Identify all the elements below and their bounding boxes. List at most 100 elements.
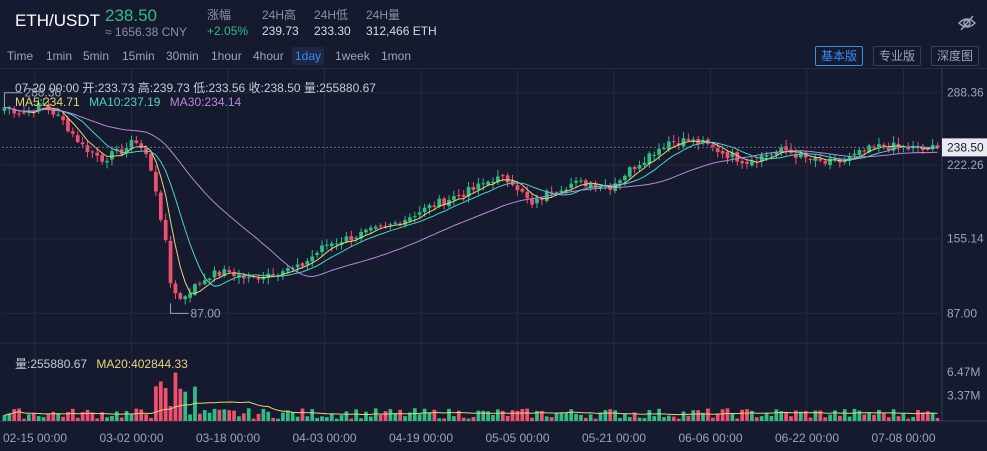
candle-body bbox=[735, 151, 740, 162]
candle-body bbox=[520, 188, 525, 192]
candle-body bbox=[588, 183, 593, 188]
volume-bar bbox=[671, 416, 676, 421]
volume-bar bbox=[100, 412, 105, 421]
volume-bar bbox=[2, 415, 7, 421]
timeframe-1hour[interactable]: 1hour bbox=[211, 49, 242, 63]
volume-tick-label: 6.47M bbox=[947, 365, 980, 379]
timeframe-time[interactable]: Time bbox=[7, 49, 34, 63]
timeframe-15min[interactable]: 15min bbox=[122, 49, 155, 63]
volume-bar bbox=[256, 413, 261, 421]
volume-bar bbox=[12, 409, 17, 421]
volume-bar bbox=[134, 408, 139, 421]
volume-bar bbox=[447, 408, 451, 421]
candle-body bbox=[51, 109, 56, 115]
price-tick-label: 155.14 bbox=[947, 232, 984, 246]
volume-bar bbox=[637, 417, 642, 421]
volume-bar bbox=[632, 412, 637, 421]
timeframe-1week[interactable]: 1week bbox=[335, 49, 370, 63]
candle-body bbox=[70, 131, 75, 134]
candle-body bbox=[886, 147, 891, 150]
volume-bar bbox=[686, 415, 691, 421]
volume-bar bbox=[735, 418, 740, 421]
candle-body bbox=[256, 278, 261, 280]
volume-bar bbox=[579, 414, 583, 421]
volume-bar bbox=[818, 410, 823, 421]
candle-body bbox=[818, 158, 823, 161]
candle-body bbox=[139, 143, 144, 149]
candle-body bbox=[378, 225, 383, 227]
time-tick-label: 04-03 00:00 bbox=[292, 431, 356, 445]
volume-bar bbox=[935, 418, 940, 421]
price-chart[interactable]: 288.36 222.26 155.14 87.00 6.47M 3.37M 02-15 0… bbox=[0, 69, 987, 451]
volume-bar bbox=[740, 409, 744, 421]
volume-bar bbox=[813, 410, 818, 421]
candle-body bbox=[261, 277, 266, 280]
stat-label: 24H高 bbox=[262, 8, 297, 22]
volume-bar bbox=[373, 408, 378, 421]
volume-bar bbox=[921, 412, 925, 421]
volume-bar bbox=[432, 409, 437, 421]
volume-bar bbox=[847, 416, 852, 421]
volume-bar bbox=[461, 417, 466, 421]
candle-body bbox=[456, 195, 461, 197]
volume-bar bbox=[588, 414, 593, 421]
candle-body bbox=[75, 135, 80, 143]
candle-body bbox=[515, 185, 520, 191]
timeframe-1mon[interactable]: 1mon bbox=[381, 49, 412, 63]
candle-body bbox=[300, 263, 305, 266]
eye-off-icon[interactable] bbox=[957, 13, 977, 33]
candle-body bbox=[476, 183, 481, 190]
volume-bar bbox=[725, 408, 730, 421]
ohlc-legend: 07-20 00:00 开:233.73 高:239.73 低:233.56 收… bbox=[15, 81, 376, 95]
ma5-label: MA5:234.71 bbox=[15, 95, 80, 109]
view-depth-button[interactable]: 深度图 bbox=[931, 46, 980, 66]
candle-body bbox=[701, 140, 705, 143]
view-pro-button[interactable]: 专业版 bbox=[873, 46, 922, 66]
candle-body bbox=[154, 171, 158, 192]
volume-bar bbox=[515, 410, 520, 421]
volume-bar bbox=[710, 417, 715, 421]
volume-bar bbox=[85, 409, 90, 421]
volume-bar bbox=[559, 413, 564, 421]
candle-body bbox=[720, 151, 725, 154]
candle-body bbox=[921, 147, 925, 151]
volume-bar bbox=[388, 409, 393, 421]
candle-body bbox=[168, 240, 173, 284]
volume-bar bbox=[90, 412, 95, 421]
timeframe-1day[interactable]: 1day bbox=[292, 47, 325, 65]
volume-bar bbox=[466, 418, 471, 421]
candle-body bbox=[833, 158, 837, 160]
candle-body bbox=[798, 153, 803, 158]
volume-bar bbox=[56, 413, 61, 421]
candle-body bbox=[134, 140, 139, 143]
timeframe-1min[interactable]: 1min bbox=[46, 49, 73, 63]
volume-bar bbox=[730, 413, 735, 421]
ma10-line bbox=[4, 106, 938, 287]
volume-bar bbox=[715, 413, 720, 421]
candle-body bbox=[671, 141, 676, 143]
ma30-label: MA30:234.14 bbox=[169, 95, 242, 109]
chart-toolbar: Time 1min 5min 15min 30min 1hour 4hour 1… bbox=[0, 44, 987, 69]
candle-body bbox=[90, 151, 95, 153]
timeframe-30min[interactable]: 30min bbox=[166, 49, 199, 63]
candle-body bbox=[867, 145, 872, 153]
volume-bar bbox=[525, 408, 530, 421]
volume-bar bbox=[36, 416, 41, 421]
timeframe-4hour[interactable]: 4hour bbox=[253, 49, 284, 63]
timeframe-5min[interactable]: 5min bbox=[83, 49, 110, 63]
volume-bar bbox=[300, 408, 305, 421]
view-basic-button[interactable]: 基本版 bbox=[815, 46, 864, 66]
candle-body bbox=[750, 161, 754, 166]
candle-body bbox=[632, 167, 637, 170]
candle-body bbox=[320, 245, 324, 252]
candle-body bbox=[61, 116, 65, 121]
volume-bar bbox=[535, 410, 539, 421]
time-tick-label: 06-22 00:00 bbox=[775, 431, 839, 445]
volume-bar bbox=[486, 411, 490, 421]
candle-body bbox=[183, 296, 188, 300]
volume-bar bbox=[427, 412, 432, 421]
candle-body bbox=[745, 161, 749, 164]
volume-bar bbox=[881, 413, 886, 421]
trading-pair[interactable]: ETH/USDT bbox=[15, 11, 100, 30]
volume-bar bbox=[608, 409, 613, 421]
